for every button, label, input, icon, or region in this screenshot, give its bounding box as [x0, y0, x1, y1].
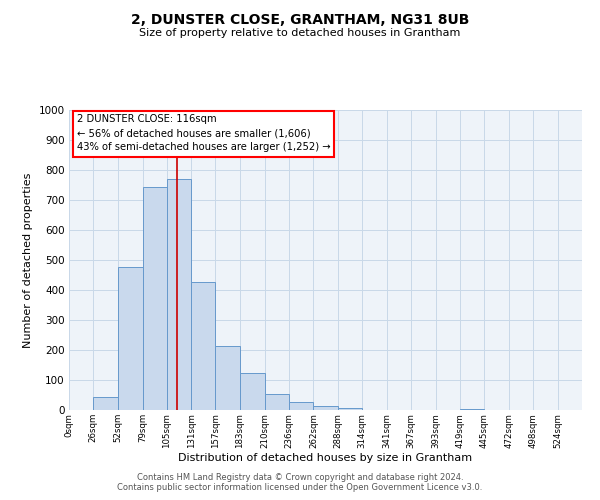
Bar — [460, 408, 484, 410]
Bar — [338, 408, 362, 410]
Bar — [167, 179, 191, 410]
Bar — [289, 402, 313, 410]
Bar — [143, 186, 167, 410]
Bar — [215, 346, 239, 410]
Y-axis label: Number of detached properties: Number of detached properties — [23, 172, 33, 348]
Text: 2, DUNSTER CLOSE, GRANTHAM, NG31 8UB: 2, DUNSTER CLOSE, GRANTHAM, NG31 8UB — [131, 12, 469, 26]
Text: Contains HM Land Registry data © Crown copyright and database right 2024.: Contains HM Land Registry data © Crown c… — [137, 474, 463, 482]
Bar — [239, 373, 265, 410]
Text: Contains public sector information licensed under the Open Government Licence v3: Contains public sector information licen… — [118, 484, 482, 492]
Bar — [191, 282, 215, 410]
Bar — [265, 394, 289, 410]
Bar — [118, 267, 143, 410]
Text: 2 DUNSTER CLOSE: 116sqm
← 56% of detached houses are smaller (1,606)
43% of semi: 2 DUNSTER CLOSE: 116sqm ← 56% of detache… — [77, 114, 331, 152]
Bar — [313, 406, 338, 410]
X-axis label: Distribution of detached houses by size in Grantham: Distribution of detached houses by size … — [178, 453, 473, 463]
Bar — [93, 397, 118, 410]
Text: Size of property relative to detached houses in Grantham: Size of property relative to detached ho… — [139, 28, 461, 38]
